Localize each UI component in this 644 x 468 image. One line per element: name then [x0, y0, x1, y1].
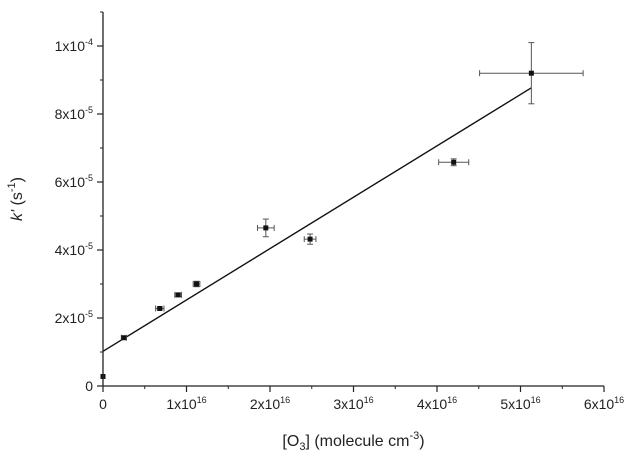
- x-tick-label: 2x1016: [250, 395, 290, 412]
- y-tick-label: 2x10-5: [55, 309, 93, 326]
- y-axis-title: k' (s-1): [6, 177, 26, 221]
- data-point: [263, 225, 269, 231]
- x-tick-label: 1x1016: [166, 395, 206, 412]
- x-tick-label: 3x1016: [333, 395, 373, 412]
- data-point: [175, 292, 181, 298]
- data-point: [451, 159, 457, 165]
- y-tick-label: 4x10-5: [55, 241, 93, 258]
- plot-area: [100, 42, 584, 379]
- y-tick-label: 1x10-4: [55, 37, 93, 54]
- data-point: [307, 236, 313, 242]
- x-tick-label: 6x1016: [584, 395, 624, 412]
- y-tick-label: 6x10-5: [55, 173, 93, 190]
- data-point: [121, 335, 127, 341]
- ticks: 0 1x1016 2x1016 3x1016 4x1016 5x1016 6x1016 0 2x…: [55, 11, 624, 412]
- x-tick-label: 0: [99, 396, 107, 412]
- x-tick-label: 4x1016: [417, 395, 457, 412]
- x-axis-title: [O3] (molecule cm-3): [282, 430, 424, 453]
- y-tick-label: 8x10-5: [55, 105, 93, 122]
- data-point: [194, 281, 200, 287]
- fit-line: [102, 87, 532, 352]
- data-point: [528, 70, 534, 76]
- data-point: [157, 305, 163, 311]
- x-tick-label: 5x1016: [500, 395, 540, 412]
- axes: [102, 12, 604, 387]
- y-tick-label: 0: [85, 378, 93, 394]
